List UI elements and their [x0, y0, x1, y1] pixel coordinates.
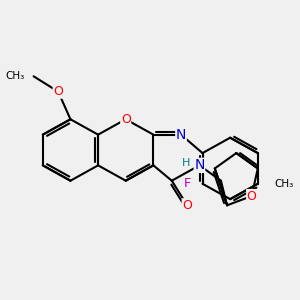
- Text: H: H: [182, 158, 191, 168]
- Text: O: O: [121, 113, 131, 126]
- Text: O: O: [182, 199, 192, 212]
- Text: N: N: [176, 128, 186, 142]
- Text: O: O: [247, 190, 256, 202]
- Text: N: N: [194, 158, 205, 172]
- Text: CH₃: CH₃: [275, 179, 294, 189]
- Text: CH₃: CH₃: [5, 71, 24, 81]
- Text: F: F: [184, 177, 191, 190]
- Text: O: O: [53, 85, 63, 98]
